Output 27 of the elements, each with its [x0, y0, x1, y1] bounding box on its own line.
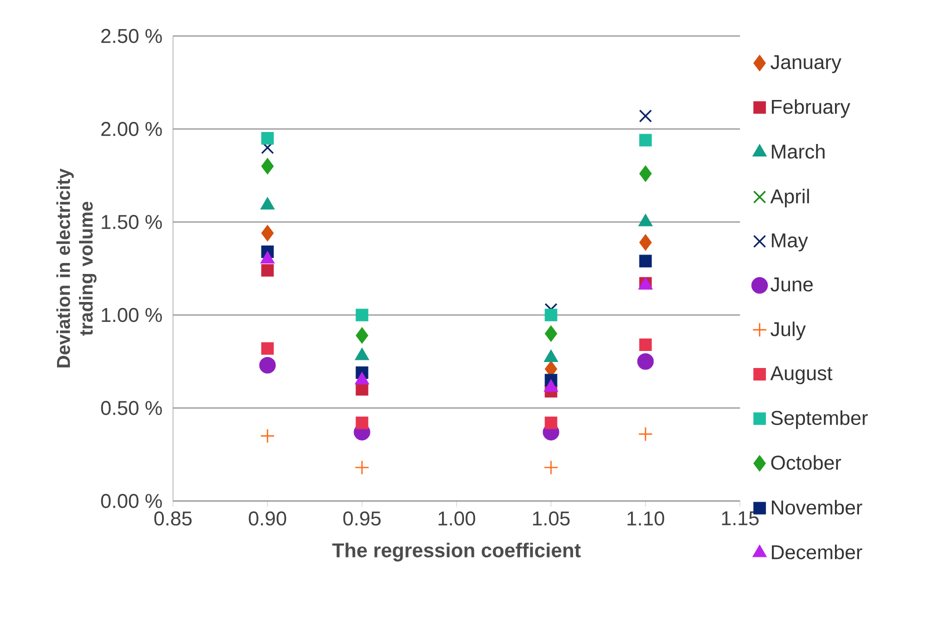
legend-label: August	[770, 366, 832, 384]
legend-label: February	[772, 99, 850, 118]
x-tick-label: 0.85	[154, 511, 192, 526]
x-tick-label: 0.95	[343, 511, 381, 526]
legend-label: March	[772, 144, 825, 159]
legend-label: December	[772, 544, 862, 560]
y-tick-label: 1.50 %	[102, 214, 162, 230]
legend-label: September	[771, 410, 868, 429]
legend-label: October	[771, 455, 842, 470]
x-tick-label: 1.15	[722, 511, 759, 526]
legend-label: May	[772, 234, 808, 252]
y-tick-label: 0.50 %	[101, 400, 162, 416]
x-tick-label: 1.05	[533, 511, 570, 526]
legend-label: November	[772, 500, 862, 515]
x-tick-label: 1.10	[628, 511, 664, 526]
y-tick-label: 1.00 %	[102, 308, 162, 322]
y-tick-label: 2.50 %	[101, 28, 162, 44]
x-tick-label: 1.00	[438, 511, 476, 526]
x-tick-label: 0.90	[248, 511, 286, 526]
legend-label: April	[770, 188, 809, 208]
y-axis-title: Deviation in electricity trading volume	[56, 168, 97, 368]
x-axis-title: The regression coefficient	[332, 542, 581, 562]
legend-label: July	[770, 322, 806, 340]
legend-label: January	[770, 55, 842, 74]
legend-label: June	[770, 278, 813, 292]
y-tick-label: 0.00 %	[101, 494, 162, 508]
y-tick-label: 2.00 %	[101, 122, 162, 136]
